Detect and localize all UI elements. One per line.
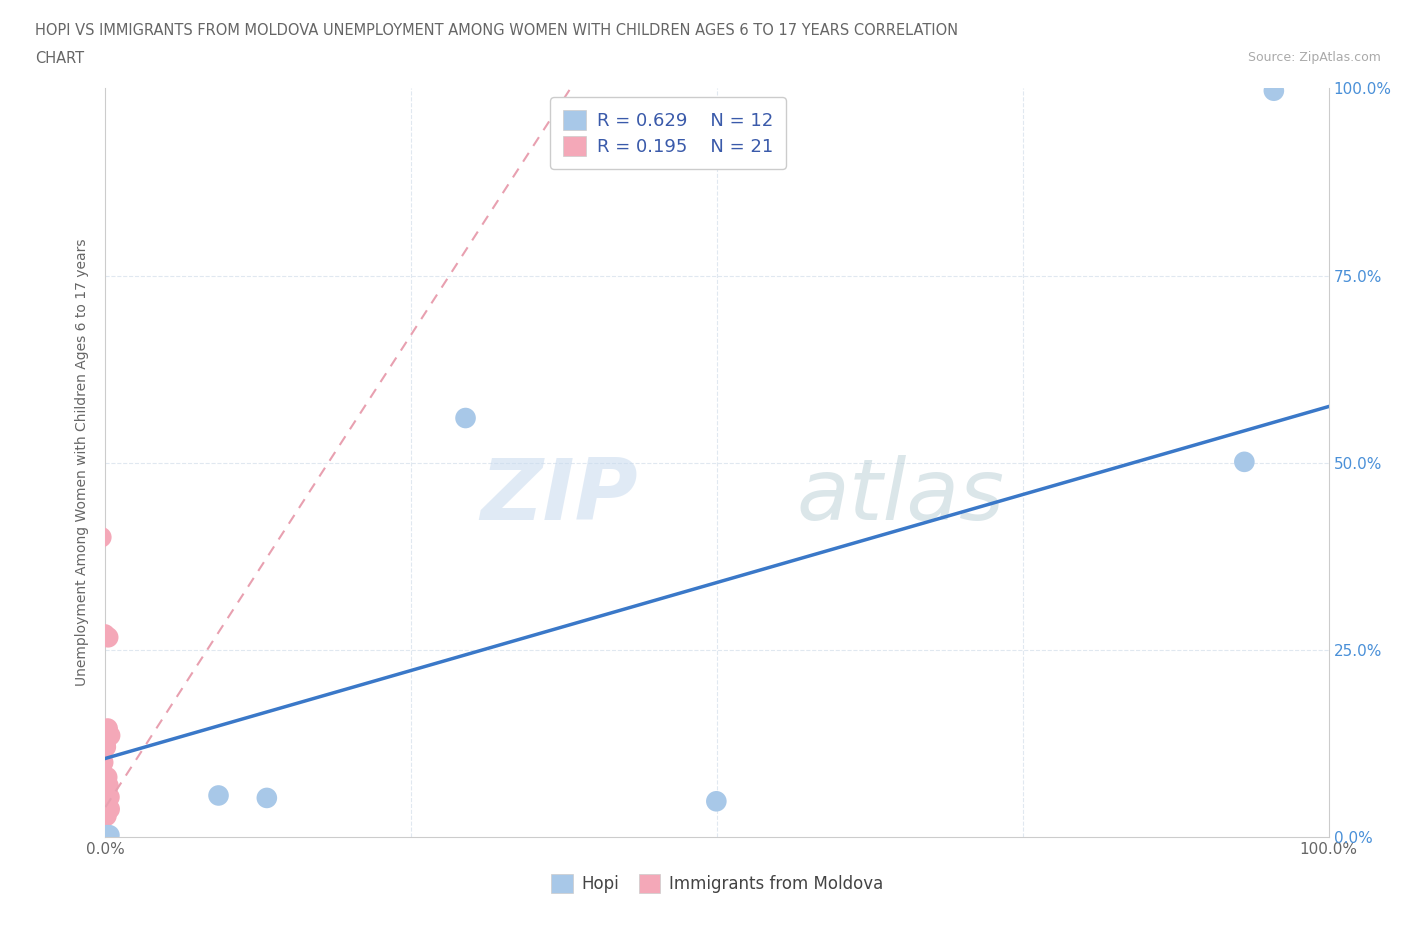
Point [91, 794, 114, 809]
Point [98, 828, 121, 843]
Point [90, 530, 112, 545]
Point [1263, 84, 1285, 99]
Y-axis label: Unemployment Among Women with Children Ages 6 to 17 years: Unemployment Among Women with Children A… [76, 239, 90, 686]
Point [454, 410, 477, 425]
Text: atlas: atlas [797, 455, 1004, 538]
Text: Source: ZipAtlas.com: Source: ZipAtlas.com [1247, 51, 1381, 64]
Text: ZIP: ZIP [479, 455, 637, 538]
Point [1233, 455, 1256, 470]
Point [94, 799, 117, 814]
Text: CHART: CHART [35, 51, 84, 66]
Point [91, 755, 114, 770]
Point [94, 739, 117, 754]
Legend: Hopi, Immigrants from Moldova: Hopi, Immigrants from Moldova [544, 868, 890, 900]
Point [704, 794, 727, 809]
Text: HOPI VS IMMIGRANTS FROM MOLDOVA UNEMPLOYMENT AMONG WOMEN WITH CHILDREN AGES 6 TO: HOPI VS IMMIGRANTS FROM MOLDOVA UNEMPLOY… [35, 23, 959, 38]
Point [98, 790, 121, 804]
Point [93, 830, 115, 844]
Point [207, 788, 229, 803]
Point [94, 772, 117, 787]
Point [94, 627, 117, 642]
Point [97, 778, 120, 793]
Point [97, 721, 120, 736]
Point [96, 830, 118, 845]
Point [96, 808, 118, 823]
Point [94, 833, 117, 848]
Point [90, 807, 112, 822]
Point [96, 770, 118, 785]
Point [98, 802, 121, 817]
Point [97, 828, 120, 843]
Point [94, 737, 117, 752]
Point [93, 781, 115, 796]
Point [90, 753, 112, 768]
Point [97, 630, 120, 644]
Point [256, 790, 278, 805]
Point [98, 728, 121, 743]
Point [93, 834, 115, 849]
Point [90, 786, 112, 801]
Point [93, 777, 115, 792]
